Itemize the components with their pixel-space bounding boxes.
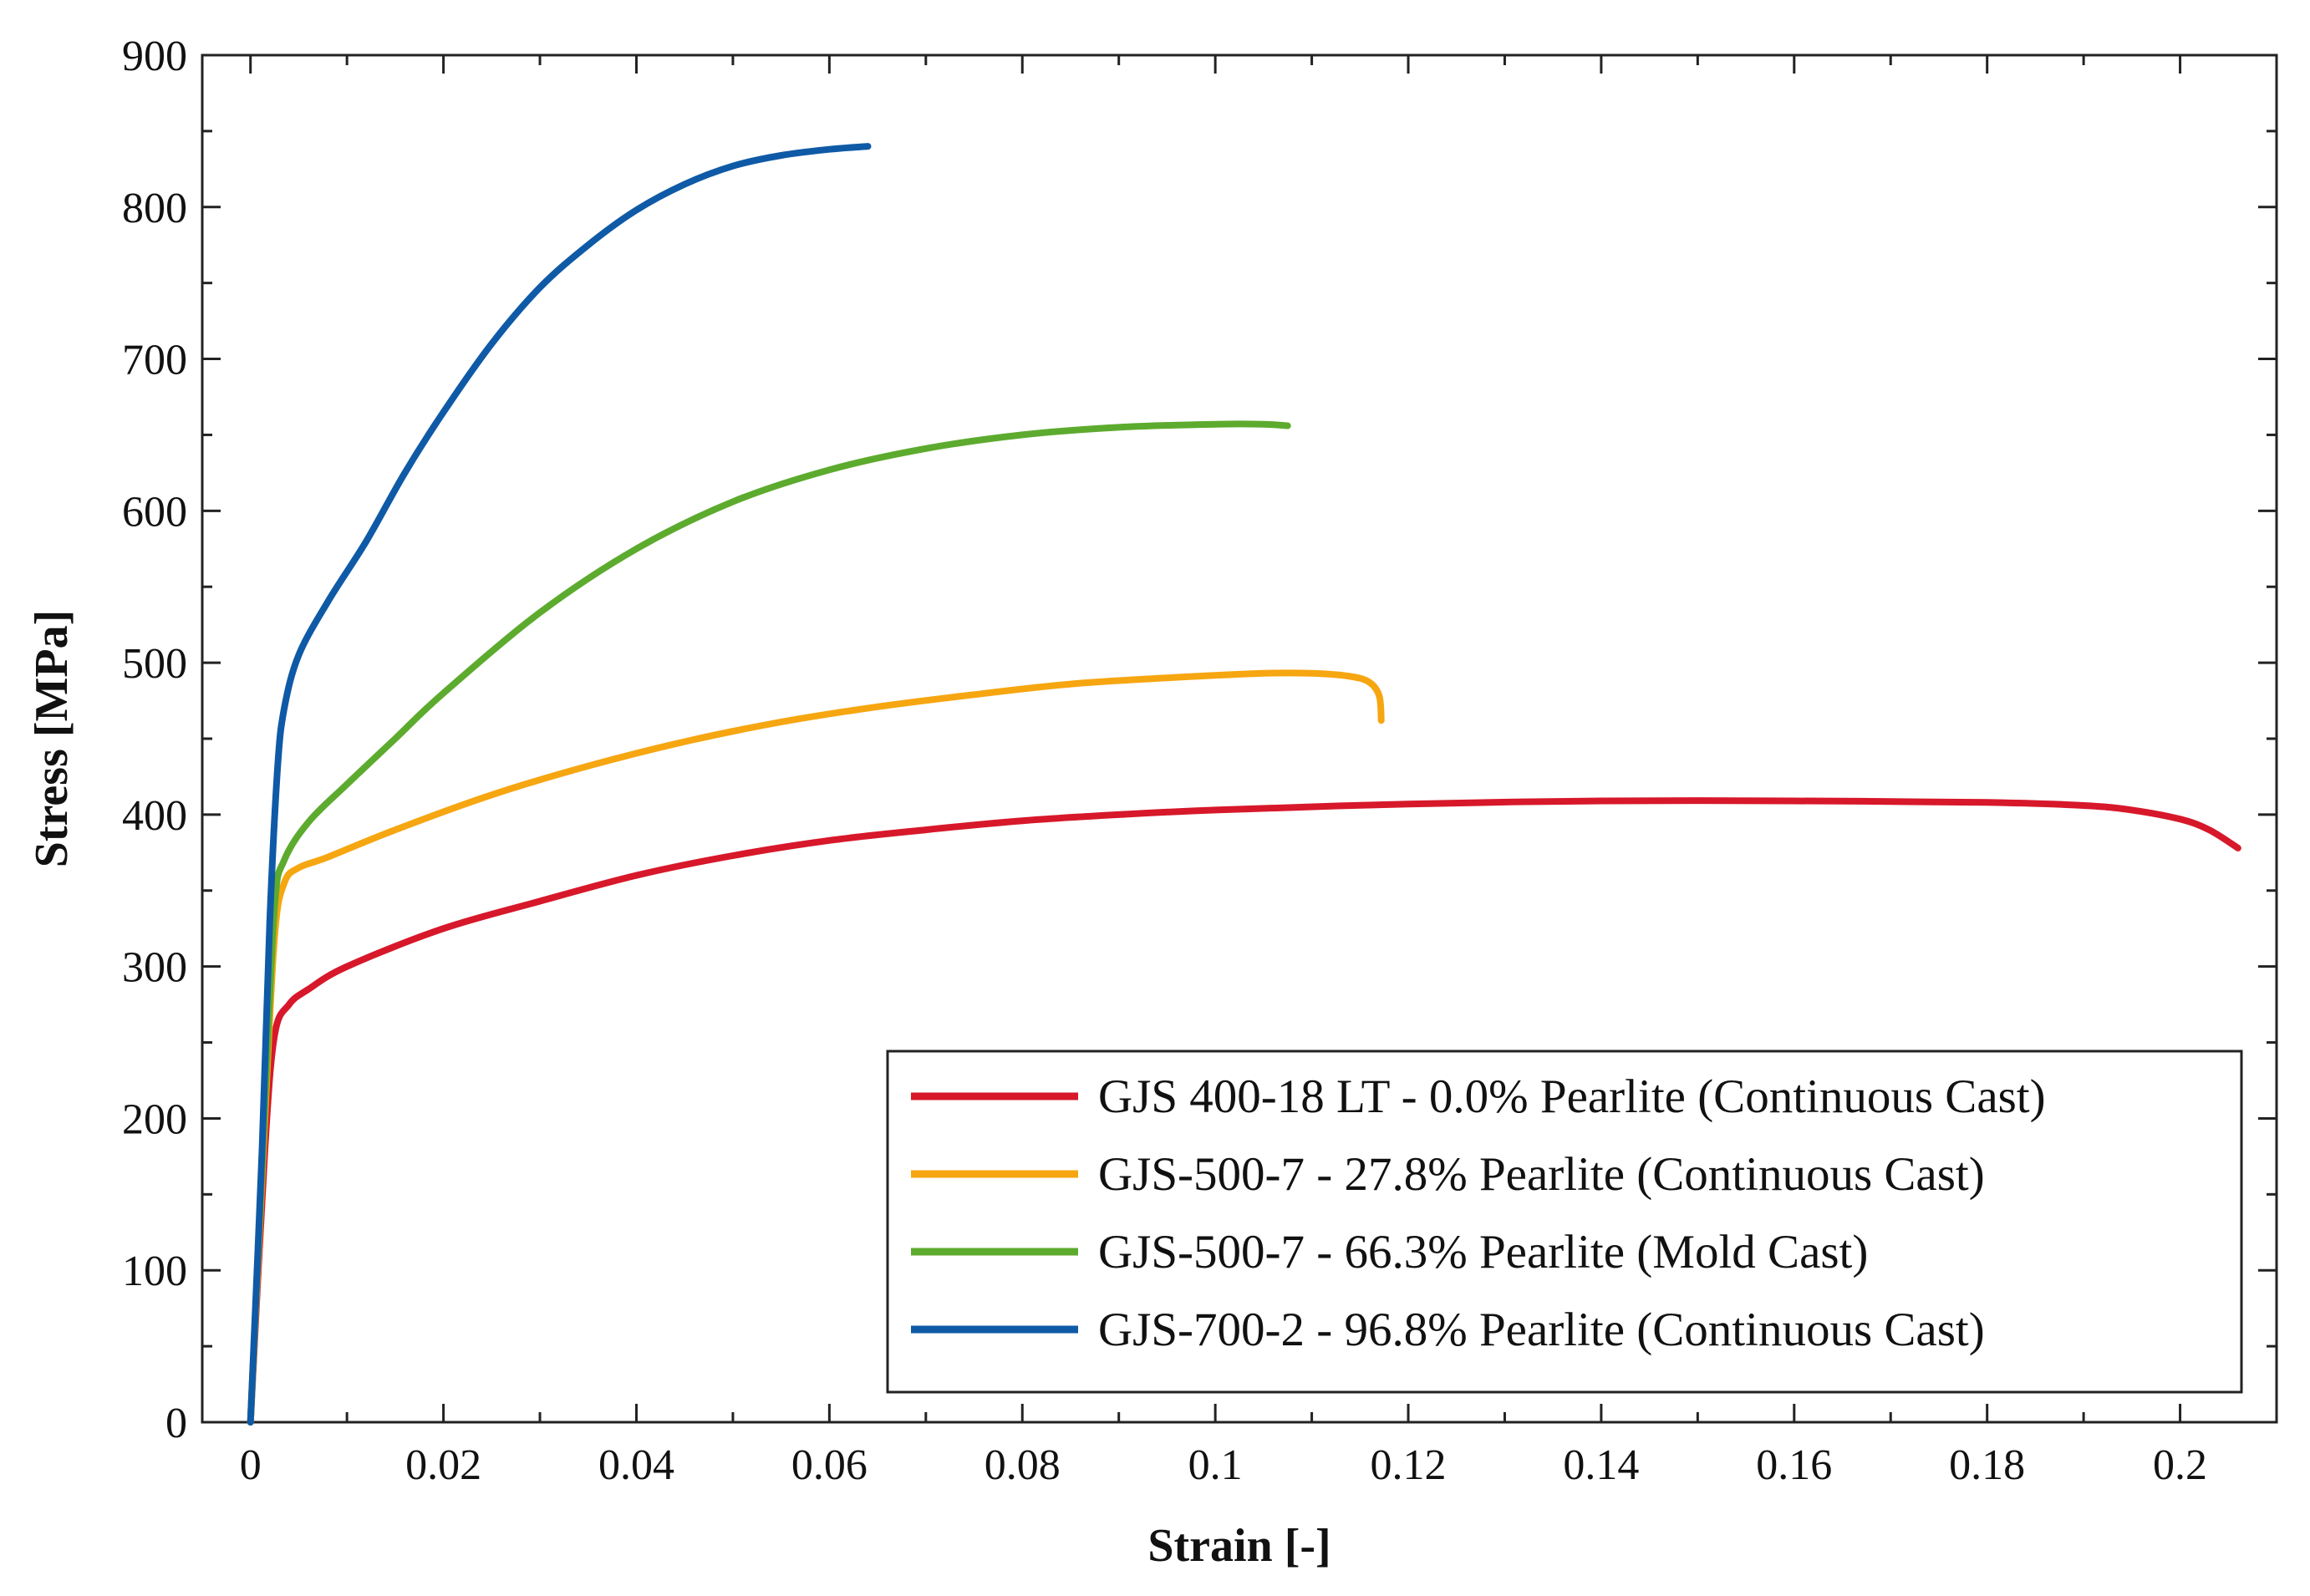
y-tick-label: 700 [122,337,187,384]
legend: GJS 400-18 LT - 0.0% Pearlite (Continuou… [886,1050,2243,1394]
axis-ticks [202,53,2278,1424]
x-tick-label: 0.12 [1371,1441,1447,1489]
x-tick-label: 0.06 [791,1441,868,1489]
y-tick-label: 500 [122,640,187,688]
legend-label-3: GJS-500-7 - 66.3% Pearlite (Mold Cast) [1098,1226,1868,1278]
legend-entries: GJS 400-18 LT - 0.0% Pearlite (Continuou… [911,1070,2046,1356]
y-tick-label: 800 [122,185,187,232]
x-tick-label: 0.16 [1756,1441,1832,1489]
x-tick-label: 0.2 [2153,1441,2207,1489]
y-tick-label: 600 [122,488,187,536]
legend-label-1: GJS 400-18 LT - 0.0% Pearlite (Continuou… [1098,1070,2046,1123]
legend-label-4: GJS-700-2 - 96.8% Pearlite (Continuous C… [1098,1304,1985,1356]
x-tick-label: 0.02 [405,1441,481,1489]
series-lines [247,143,2241,1426]
series-line-1 [247,797,2241,1426]
y-tick-label: 900 [122,33,187,80]
y-axis-title: Stress [MPa] [26,610,78,867]
legend-box [886,1050,2243,1394]
series-line-4 [247,143,872,1426]
y-tick-label: 100 [122,1248,187,1295]
x-tick-label: 0.08 [985,1441,1061,1489]
x-axis-title: Strain [-] [1147,1520,1331,1572]
x-tick-label: 0.1 [1188,1441,1243,1489]
y-tick-label: 300 [122,944,187,992]
axis-tick-labels: 0 0.02 0.04 0.06 0.08 0.1 0.12 0.14 0.16 0.18 0.2 0… [122,33,2207,1489]
y-tick-label: 0 [165,1400,187,1447]
legend-label-2: GJS-500-7 - 27.8% Pearlite (Continuous C… [1098,1148,1985,1201]
x-tick-label: 0.14 [1563,1441,1639,1489]
x-tick-label: 0.18 [1949,1441,2025,1489]
y-tick-label: 200 [122,1095,187,1143]
series-line-3 [247,420,1291,1426]
x-tick-label: 0.04 [598,1441,674,1489]
x-tick-label: 0 [240,1441,262,1489]
y-tick-label: 400 [122,792,187,840]
